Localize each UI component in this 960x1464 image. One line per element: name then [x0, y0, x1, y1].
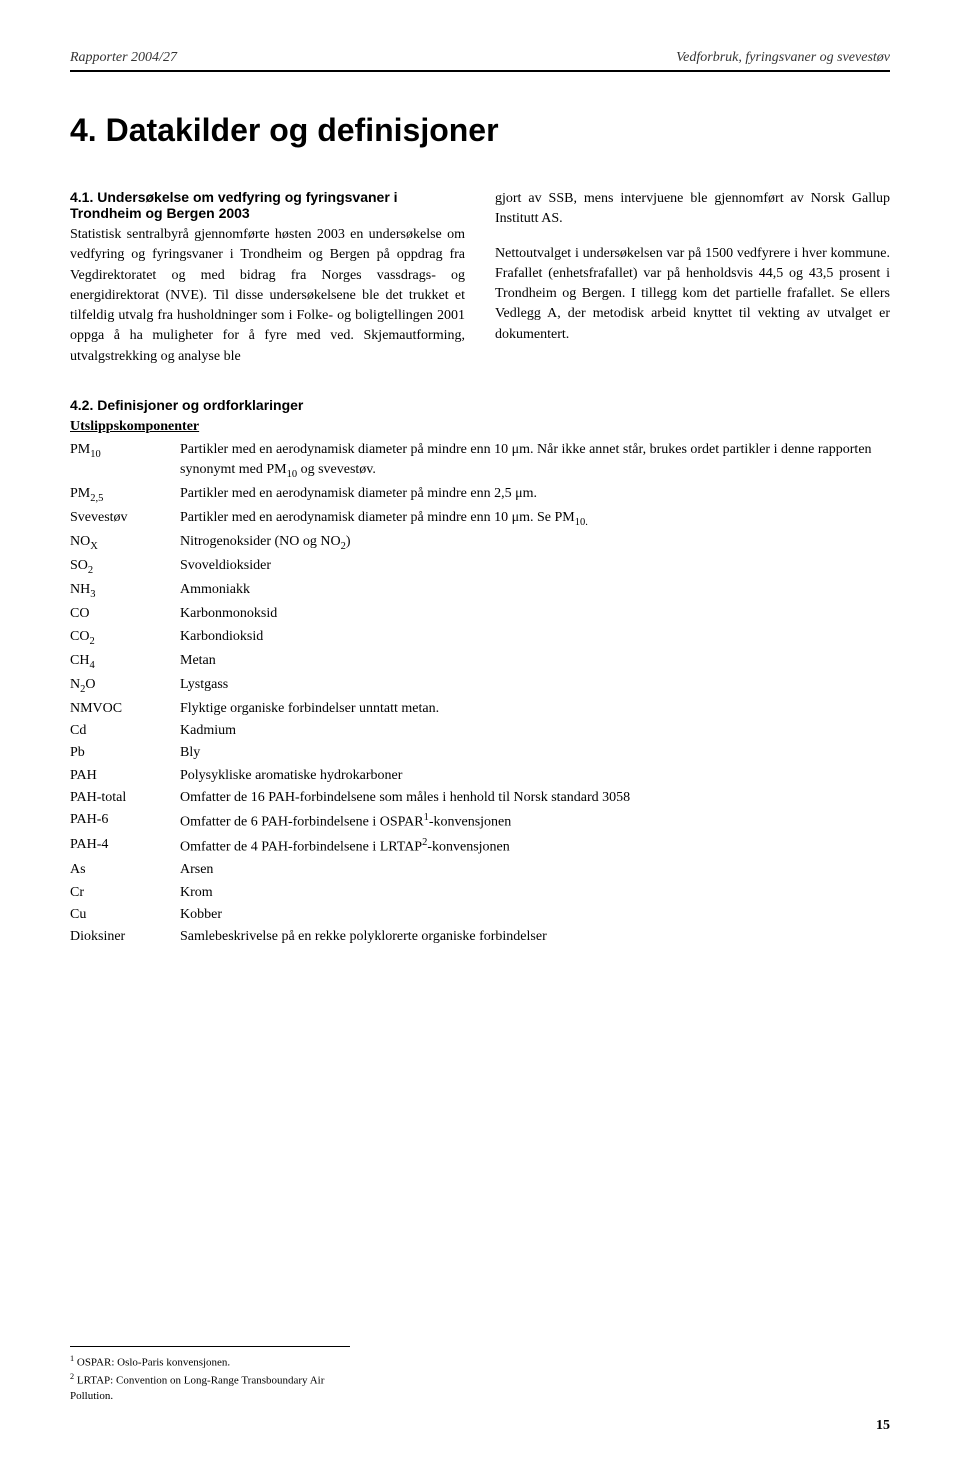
definition-text: Partikler med en aerodynamisk diameter p… — [180, 439, 890, 483]
definition-row: PAH-totalOmfatter de 16 PAH-forbindelsen… — [70, 787, 890, 809]
definition-text: Kobber — [180, 904, 890, 926]
definition-label: Cd — [70, 720, 180, 742]
section-4-1-body-right-2: Nettoutvalget i undersøkelsen var på 150… — [495, 244, 890, 345]
definition-row: NOXNitrogenoksider (NO og NO2) — [70, 531, 890, 555]
definition-row: SO2Svoveldioksider — [70, 555, 890, 579]
header-divider — [70, 70, 890, 72]
header-left: Rapporter 2004/27 — [70, 50, 177, 66]
definition-label: PM2,5 — [70, 483, 180, 507]
chapter-title: 4. Datakilder og definisjoner — [70, 112, 890, 149]
definition-row: CdKadmium — [70, 720, 890, 742]
definition-label: Cr — [70, 882, 180, 904]
definition-text: Flyktige organiske forbindelser unntatt … — [180, 698, 890, 720]
definition-row: COKarbonmonoksid — [70, 603, 890, 625]
section-4-1-body-left: Statistisk sentralbyrå gjennomførte høst… — [70, 225, 465, 367]
definition-text: Karbondioksid — [180, 626, 890, 650]
section-4-1-heading: 4.1. Undersøkelse om vedfyring og fyring… — [70, 189, 465, 221]
definition-row: PAHPolysykliske aromatiske hydrokarboner — [70, 765, 890, 787]
definition-text: Bly — [180, 742, 890, 764]
definition-row: CH4Metan — [70, 650, 890, 674]
header-right: Vedforbruk, fyringsvaner og svevestøv — [676, 50, 890, 66]
definition-row: AsArsen — [70, 859, 890, 881]
definition-row: CrKrom — [70, 882, 890, 904]
definition-text: Partikler med en aerodynamisk diameter p… — [180, 483, 890, 507]
right-column: gjort av SSB, mens intervjuene ble gjenn… — [495, 189, 890, 367]
definitions-table: PM10Partikler med en aerodynamisk diamet… — [70, 439, 890, 948]
definition-row: NH3Ammoniakk — [70, 579, 890, 603]
definition-row: CuKobber — [70, 904, 890, 926]
page-number: 15 — [876, 1418, 890, 1434]
definition-text: Lystgass — [180, 674, 890, 698]
definition-text: Polysykliske aromatiske hydrokarboner — [180, 765, 890, 787]
footnotes: 1 OSPAR: Oslo-Paris konvensjonen. 2 LRTA… — [70, 1346, 350, 1404]
definition-text: Svoveldioksider — [180, 555, 890, 579]
definition-text: Nitrogenoksider (NO og NO2) — [180, 531, 890, 555]
definition-text: Partikler med en aerodynamisk diameter p… — [180, 507, 890, 531]
definition-row: NMVOCFlyktige organiske forbindelser unn… — [70, 698, 890, 720]
definition-label: CO — [70, 603, 180, 625]
definition-label: PM10 — [70, 439, 180, 483]
definition-text: Omfatter de 6 PAH-forbindelsene i OSPAR1… — [180, 809, 890, 834]
definition-label: Pb — [70, 742, 180, 764]
definition-row: PAH-6Omfatter de 6 PAH-forbindelsene i O… — [70, 809, 890, 834]
definition-text: Omfatter de 16 PAH-forbindelsene som mål… — [180, 787, 890, 809]
definition-label: CH4 — [70, 650, 180, 674]
definition-label: PAH — [70, 765, 180, 787]
definition-row: DioksinerSamlebeskrivelse på en rekke po… — [70, 926, 890, 948]
definition-label: PAH-6 — [70, 809, 180, 834]
definition-row: PM10Partikler med en aerodynamisk diamet… — [70, 439, 890, 483]
footnote-1: 1 OSPAR: Oslo-Paris konvensjonen. — [70, 1353, 350, 1371]
definition-row: SvevestøvPartikler med en aerodynamisk d… — [70, 507, 890, 531]
definition-label: CO2 — [70, 626, 180, 650]
section-4-2-heading: 4.2. Definisjoner og ordforklaringer — [70, 397, 890, 413]
running-header: Rapporter 2004/27 Vedforbruk, fyringsvan… — [70, 50, 890, 66]
definition-row: PAH-4Omfatter de 4 PAH-forbindelsene i L… — [70, 834, 890, 859]
footnote-2: 2 LRTAP: Convention on Long-Range Transb… — [70, 1371, 350, 1404]
definition-row: PM2,5Partikler med en aerodynamisk diame… — [70, 483, 890, 507]
definition-text: Samlebeskrivelse på en rekke polyklorert… — [180, 926, 890, 948]
two-column-body: 4.1. Undersøkelse om vedfyring og fyring… — [70, 189, 890, 367]
section-4-1-body-right-1: gjort av SSB, mens intervjuene ble gjenn… — [495, 189, 890, 230]
definition-label: Cu — [70, 904, 180, 926]
subheading-utslippskomponenter: Utslippskomponenter — [70, 419, 890, 435]
definition-label: SO2 — [70, 555, 180, 579]
definition-label: N2O — [70, 674, 180, 698]
definition-text: Ammoniakk — [180, 579, 890, 603]
definition-row: CO2Karbondioksid — [70, 626, 890, 650]
definition-text: Omfatter de 4 PAH-forbindelsene i LRTAP2… — [180, 834, 890, 859]
definition-label: NH3 — [70, 579, 180, 603]
definition-row: PbBly — [70, 742, 890, 764]
left-column: 4.1. Undersøkelse om vedfyring og fyring… — [70, 189, 465, 367]
definition-label: NMVOC — [70, 698, 180, 720]
definition-label: Dioksiner — [70, 926, 180, 948]
definition-label: PAH-4 — [70, 834, 180, 859]
definition-label: PAH-total — [70, 787, 180, 809]
definition-text: Karbonmonoksid — [180, 603, 890, 625]
definition-label: As — [70, 859, 180, 881]
definition-row: N2OLystgass — [70, 674, 890, 698]
definition-text: Krom — [180, 882, 890, 904]
definition-label: NOX — [70, 531, 180, 555]
definition-label: Svevestøv — [70, 507, 180, 531]
definition-text: Metan — [180, 650, 890, 674]
definition-text: Arsen — [180, 859, 890, 881]
definition-text: Kadmium — [180, 720, 890, 742]
